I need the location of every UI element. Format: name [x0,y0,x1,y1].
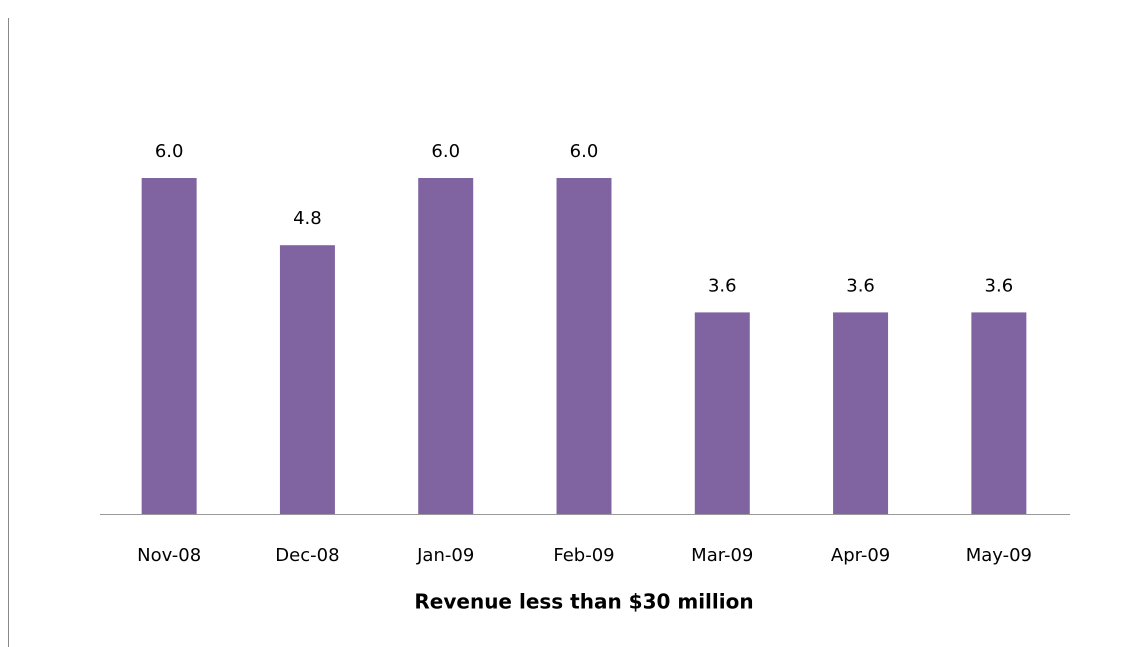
data-label: 3.6 [708,275,737,296]
data-label: 3.6 [985,275,1014,296]
bar [141,178,197,514]
data-label: 3.6 [846,275,875,296]
bar [556,178,612,514]
bar [694,312,750,514]
x-tick-label: Jan-09 [416,545,474,566]
x-tick-label: Feb-09 [553,545,614,566]
x-axis-title: Revenue less than $30 million [414,590,753,614]
x-tick-label: Nov-08 [137,545,201,566]
data-label: 6.0 [570,141,599,162]
bar [279,245,335,514]
data-label: 6.0 [155,141,184,162]
bar [418,178,474,514]
x-tick-label: Dec-08 [275,545,339,566]
data-label: 6.0 [431,141,460,162]
data-label: 4.8 [293,208,322,229]
bar [833,312,889,514]
x-tick-label: Apr-09 [831,545,890,566]
x-tick-label: Mar-09 [691,545,753,566]
x-tick-label: May-09 [966,545,1032,566]
bar [971,312,1027,514]
